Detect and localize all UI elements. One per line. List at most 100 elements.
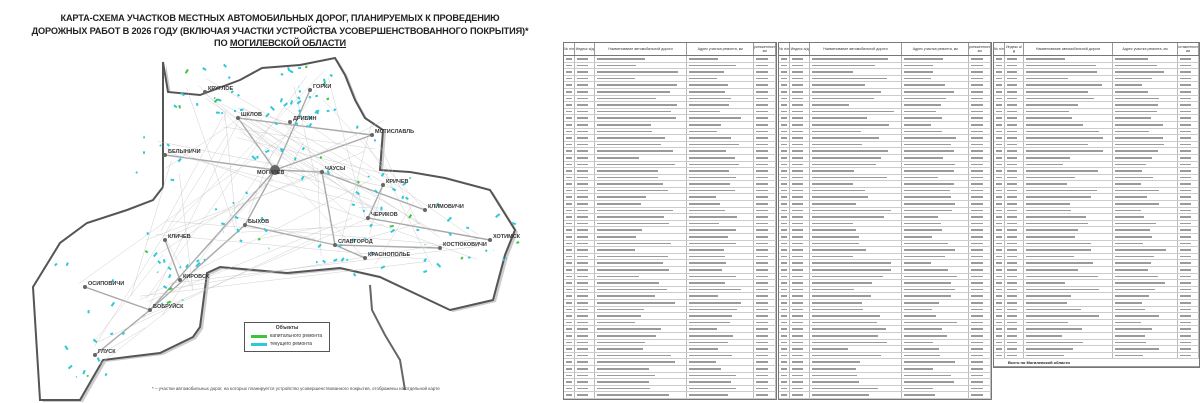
table-row: [994, 128, 1199, 136]
city-marker: [270, 165, 280, 175]
current-repair-segment: [351, 203, 356, 207]
capital-repair-segment: [357, 180, 360, 184]
local-road: [171, 246, 479, 284]
local-road: [204, 97, 384, 215]
table-row: [779, 273, 991, 281]
table-row: [564, 339, 776, 347]
city-label: ЧАУСЫ: [325, 166, 346, 172]
table-row: [564, 135, 776, 142]
legend-label: капитального ремонта: [270, 333, 323, 339]
main-road: [367, 217, 491, 241]
table-row: [564, 313, 776, 320]
table-row: [994, 141, 1199, 149]
table-row: [564, 220, 776, 228]
city-label: КРИЧЕВ: [386, 179, 409, 185]
current-repair-segment: [340, 257, 345, 262]
table-row: [994, 306, 1199, 314]
neighbor-border: [369, 284, 406, 391]
local-road: [93, 133, 228, 348]
city-label: БЫХОВ: [248, 219, 269, 225]
table-row: [779, 207, 991, 215]
current-repair-segment: [167, 266, 172, 271]
table-row: [564, 359, 776, 366]
table-row: [564, 128, 776, 136]
table-row: [994, 207, 1199, 215]
city-label: ШКЛОВ: [241, 112, 262, 118]
current-repair-segment: [269, 105, 275, 111]
local-road: [160, 116, 224, 232]
table-row: [994, 102, 1199, 109]
total-row: Всего по Могилевской области: [994, 359, 1199, 368]
table-row: [994, 260, 1199, 267]
city-label: КИРОВСК: [183, 274, 210, 280]
table-row: [994, 75, 1199, 83]
current-repair-segment: [279, 98, 283, 103]
main-road: [321, 171, 336, 246]
local-road: [186, 87, 236, 230]
column-header: Адрес участка ремонта, км: [687, 43, 755, 55]
local-road: [168, 152, 380, 209]
table-row: [779, 260, 991, 267]
table-row: [564, 181, 776, 188]
city-label: ДРИБИН: [293, 116, 316, 122]
table-row: [564, 240, 776, 248]
local-road: [338, 122, 372, 252]
current-repair-segment: [264, 149, 270, 154]
current-repair-segment: [185, 263, 189, 269]
current-repair-segment: [96, 357, 101, 362]
current-repair-segment: [355, 190, 360, 196]
local-road: [363, 138, 393, 185]
table-row: [564, 102, 776, 109]
current-repair-segment: [227, 76, 231, 80]
current-repair-segment: [173, 104, 178, 109]
table-row: [994, 332, 1199, 340]
table-row: [779, 227, 991, 235]
table-row: [564, 161, 776, 169]
table-row: [779, 128, 991, 136]
table-row: [994, 121, 1199, 129]
table-row: [564, 247, 776, 254]
table-row: [564, 372, 776, 380]
table-row: [779, 115, 991, 122]
table-row: [564, 319, 776, 327]
table-row: [779, 332, 991, 340]
local-road: [470, 229, 479, 235]
table-row: [564, 187, 776, 195]
table-header: № п/п Индекс а/д Наименование автомобильно…: [564, 43, 776, 56]
table-row: [994, 319, 1199, 327]
capital-repair-segment: [168, 287, 173, 291]
table-row: [779, 365, 991, 373]
current-repair-segment: [296, 100, 302, 105]
city-marker: [93, 353, 97, 357]
city-marker: [423, 208, 427, 212]
table-row: [564, 194, 776, 202]
table-row: [564, 108, 776, 116]
table-row: [779, 95, 991, 103]
table-row: [779, 214, 991, 221]
legend-item-capital: капитального ремонта: [251, 333, 329, 339]
local-road: [317, 167, 322, 256]
title-line-3: ПО МОГИЛЕВСКОЙ ОБЛАСТИ: [0, 37, 560, 50]
current-repair-segment: [423, 269, 428, 274]
column-header: № п/п: [779, 43, 791, 55]
table-row: [994, 346, 1199, 353]
city-marker: [163, 153, 167, 157]
local-road: [235, 124, 336, 184]
current-repair-segment: [405, 196, 409, 201]
table-panel-2: № п/п Индекс а/д Наименование автомобильно…: [778, 42, 992, 400]
current-repair-segment: [166, 143, 171, 147]
current-repair-segment: [280, 72, 284, 76]
current-repair-segment: [263, 227, 268, 233]
table-row: [779, 187, 991, 195]
current-repair-segment: [289, 100, 294, 105]
table-row: [994, 267, 1199, 274]
column-header: Наименование автомобильной дороги: [810, 43, 903, 55]
local-road: [167, 220, 435, 244]
table-row: [564, 62, 776, 70]
table-row: [779, 280, 991, 287]
table-row: [779, 359, 991, 366]
title-line-2: ДОРОЖНЫХ РАБОТ В 2026 ГОДУ (ВКЛЮЧАЯ УЧАС…: [31, 25, 529, 36]
capital-repair-segment: [305, 65, 308, 69]
table-row: [994, 352, 1199, 360]
current-repair-segment: [484, 249, 488, 253]
